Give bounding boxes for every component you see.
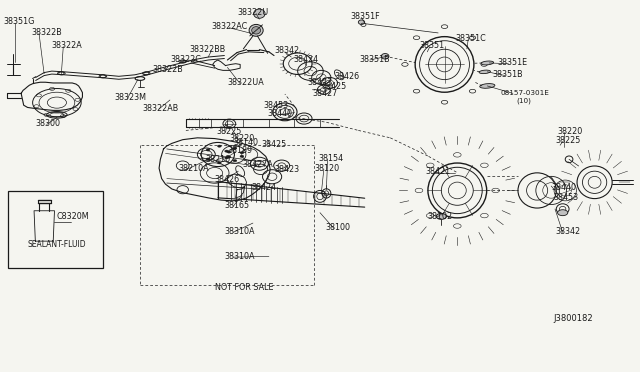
Text: NOT FOR SALE: NOT FOR SALE (214, 283, 273, 292)
Text: 38342: 38342 (274, 46, 299, 55)
Text: 38189: 38189 (227, 146, 253, 155)
Text: 38210A: 38210A (178, 164, 209, 173)
Text: 38453: 38453 (264, 101, 289, 110)
Text: C8320M: C8320M (57, 212, 90, 221)
Text: 38225: 38225 (216, 126, 242, 136)
Text: 38322A: 38322A (52, 41, 83, 51)
Text: 38322C: 38322C (170, 55, 201, 64)
Circle shape (225, 150, 228, 152)
Text: 38351E: 38351E (497, 58, 527, 67)
Circle shape (436, 214, 447, 219)
Circle shape (218, 145, 221, 147)
Ellipse shape (480, 84, 495, 88)
Text: 38342: 38342 (555, 227, 580, 236)
Text: 38322AC: 38322AC (211, 22, 248, 31)
Text: (10): (10) (516, 97, 532, 104)
Text: 38351F: 38351F (351, 12, 380, 21)
Text: 38425: 38425 (261, 140, 287, 149)
Text: 38322B: 38322B (153, 65, 184, 74)
Text: 38351: 38351 (419, 41, 444, 51)
Circle shape (557, 210, 568, 216)
Circle shape (233, 160, 237, 162)
Text: 38440: 38440 (268, 109, 292, 118)
Circle shape (240, 151, 244, 154)
Circle shape (206, 149, 210, 151)
Text: 38440: 38440 (551, 183, 576, 192)
Text: 38351C: 38351C (456, 34, 486, 43)
Text: 38165: 38165 (224, 201, 250, 210)
Ellipse shape (358, 20, 365, 25)
Circle shape (218, 162, 221, 164)
Ellipse shape (481, 61, 493, 65)
Text: 38427: 38427 (312, 89, 337, 98)
Text: 38300: 38300 (36, 119, 61, 128)
Circle shape (240, 155, 244, 157)
Text: 38225: 38225 (555, 136, 580, 145)
Text: 38220: 38220 (229, 134, 255, 143)
Text: 38322AB: 38322AB (143, 104, 179, 113)
Text: 38424: 38424 (251, 183, 276, 192)
Text: 38322U: 38322U (237, 8, 268, 17)
Text: 38421: 38421 (426, 167, 451, 176)
Text: 38100: 38100 (325, 223, 350, 232)
Ellipse shape (479, 70, 490, 74)
Text: 38351G: 38351G (4, 17, 35, 26)
Text: 38120: 38120 (315, 164, 340, 173)
Circle shape (227, 156, 231, 158)
Text: 38322BB: 38322BB (189, 45, 225, 54)
Text: SEALANT-FLUID: SEALANT-FLUID (28, 240, 86, 249)
Circle shape (233, 147, 237, 150)
Text: 38310A: 38310A (224, 252, 255, 261)
Text: 38310A: 38310A (224, 227, 255, 236)
Circle shape (206, 158, 210, 160)
Text: 38423: 38423 (274, 165, 299, 174)
Ellipse shape (252, 27, 260, 34)
Text: 38426: 38426 (334, 72, 359, 81)
Text: 38323M: 38323M (115, 93, 147, 102)
Text: 38424: 38424 (293, 55, 318, 64)
Text: 38351B: 38351B (360, 55, 390, 64)
Text: 38322B: 38322B (31, 28, 62, 37)
Text: 38426: 38426 (214, 175, 240, 184)
Text: 38220: 38220 (557, 126, 583, 136)
Text: 38425: 38425 (321, 82, 346, 91)
Ellipse shape (249, 25, 263, 36)
Text: 38210: 38210 (205, 155, 230, 164)
Ellipse shape (253, 9, 265, 18)
Circle shape (225, 157, 228, 159)
Text: 38423: 38423 (307, 78, 332, 87)
Text: 08157-0301E: 08157-0301E (500, 90, 549, 96)
Text: J3800182: J3800182 (553, 314, 593, 323)
Text: 38140: 38140 (234, 138, 259, 147)
Text: 38427A: 38427A (242, 160, 273, 169)
Text: 38453: 38453 (553, 193, 578, 202)
Text: 38102: 38102 (428, 212, 452, 221)
Ellipse shape (381, 54, 389, 59)
Bar (8, 191, 103, 268)
Circle shape (227, 151, 231, 153)
Text: 38322UA: 38322UA (227, 78, 264, 87)
Text: 38351B: 38351B (492, 70, 523, 79)
Text: 38154: 38154 (319, 154, 344, 163)
